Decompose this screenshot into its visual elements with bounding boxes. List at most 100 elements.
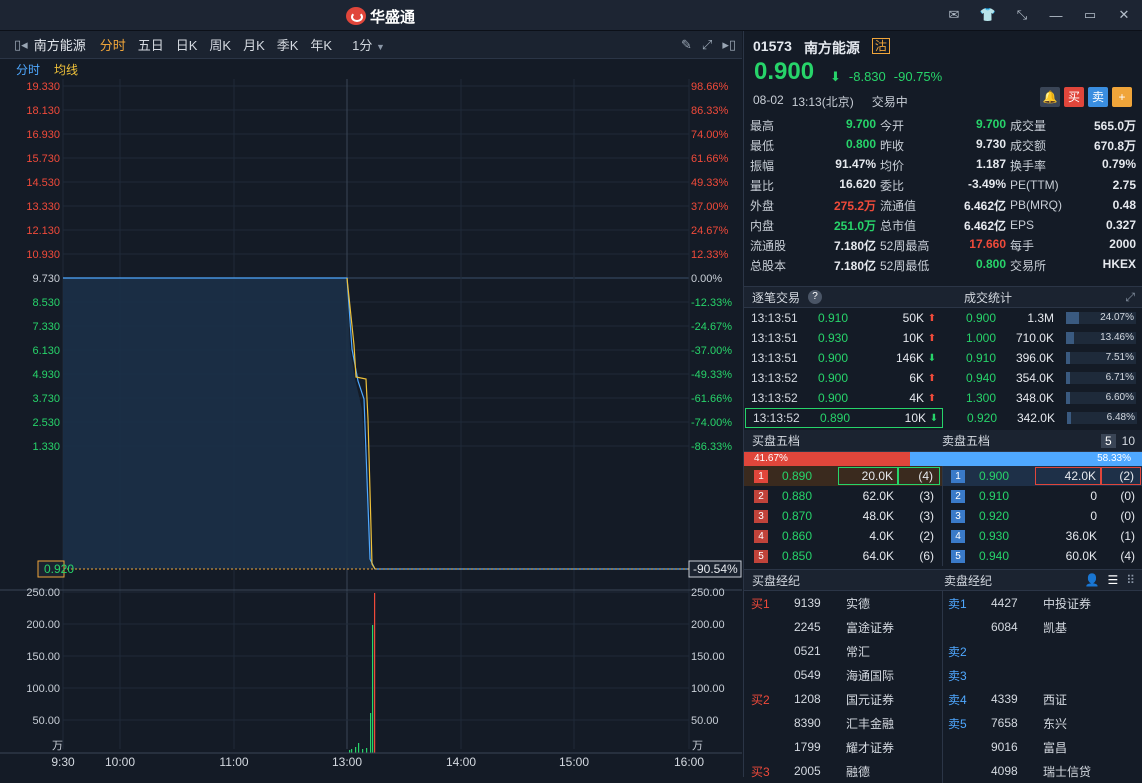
shirt-icon[interactable]: 👕 [979,7,997,22]
price-change: ⬇ -8.830 -90.75% [830,69,942,85]
arrow-up-icon: ⬆ [927,392,937,404]
broker-row[interactable]: 卖3 [943,663,1142,687]
arrow-up-icon: ⬆ [927,332,937,344]
stat-cell: 换手率 0.79% [1008,157,1138,174]
volume-bar [374,593,376,753]
broker-row[interactable]: 0549 海通国际 [744,663,942,687]
bid-level-row[interactable]: 2 0.880 62.0K (3) [744,486,942,506]
stat-cell: 量比 16.620 [748,177,878,194]
stat-value: 17.660 [969,236,1006,251]
intraday-chart[interactable]: 19.330 98.66% 18.130 86.33% 16.930 74.00% 15.7… [0,79,742,777]
panel-toggle-icon[interactable]: ▯◂ [14,36,28,52]
tab-five-day[interactable]: 五日 [137,38,164,53]
expand-icon[interactable]: ⤢ [701,37,713,52]
tab-intraday[interactable]: 分时 [99,38,126,53]
broker-id: 4098 [991,764,1018,778]
broker-header: 买盘经纪 卖盘经纪 👤 ☰ ⠿ [744,569,1142,591]
vol-unit-label: 万 [52,740,63,752]
vol-stats-title: 成交统计 [964,290,1013,305]
y-pct-label: 37.00% [691,201,729,213]
stat-ratio-fill [1067,412,1072,424]
broker-id: 1208 [794,692,821,706]
buy-button[interactable]: 买 [1064,87,1084,107]
add-watchlist-button[interactable]: + [1112,87,1132,107]
broker-row[interactable]: 卖4 4339 西证 [943,687,1142,711]
stat-label: 均价 [880,158,905,173]
vol-tick-label-right: 100.00 [691,683,725,695]
broker-id: 7658 [991,716,1018,730]
broker-row[interactable]: 9016 富昌 [943,735,1142,759]
close-icon[interactable]: ✕ [1118,7,1130,22]
tab-yearly[interactable]: 年K [310,38,333,53]
five-levels-button[interactable]: 5 [1100,433,1116,448]
mail-icon[interactable]: ✉ [948,7,960,22]
bid-level-row[interactable]: 1 0.890 20.0K (4) [744,466,942,486]
broker-row[interactable]: 买2 1208 国元证券 [744,687,942,711]
ask-level-row[interactable]: 5 0.940 60.0K (4) [943,546,1142,566]
sell-button[interactable]: 卖 [1088,87,1108,107]
stat-value: 0.327 [1105,218,1136,232]
broker-name: 凯基 [1043,620,1068,635]
current-price-label: 0.920 [44,562,74,576]
stat-ratio-text: 6.48% [1106,412,1135,423]
bid-volume: 48.0K [862,509,894,523]
y-tick-label: 15.730 [26,153,60,165]
stat-ratio-fill [1066,332,1074,344]
chart-toolbar: ▯◂ 南方能源 分时 五日 日K 周K 月K 季K 年K 1分 ▼ ✎ ⤢ ▸▯ [0,31,742,59]
pen-icon[interactable]: ✎ [681,37,692,52]
broker-row[interactable]: 6084 凯基 [943,615,1142,639]
level-number: 4 [754,529,768,543]
stat-label: 成交额 [1010,138,1047,153]
broker-row[interactable]: 8390 汇丰金融 [744,711,942,735]
ask-price: 0.900 [979,469,1010,483]
y-tick-label: 4.930 [32,369,60,381]
stat-label: 今开 [880,118,905,133]
list-view-icon[interactable]: ☰ [1107,573,1119,587]
tab-quarterly[interactable]: 季K [276,38,299,53]
stat-label: 最高 [750,118,775,133]
y-pct-label: 0.00% [691,273,722,285]
broker-row[interactable]: 0521 常汇 [744,639,942,663]
tab-weekly[interactable]: 周K [209,38,232,53]
bid-levels: 1 0.890 20.0K (4) 2 0.880 62.0K (3) 3 0.870 48.0K (… [744,466,943,566]
ask-level-row[interactable]: 2 0.910 0 (0) [943,486,1142,506]
tab-monthly[interactable]: 月K [243,38,265,53]
tab-daily[interactable]: 日K [175,38,198,53]
broker-row[interactable]: 卖1 4427 中投证券 [943,591,1142,615]
person-icon[interactable]: 👤 [1084,573,1100,587]
ask-level-row[interactable]: 1 0.900 42.0K (2) [943,466,1142,486]
ask-ratio: 58.33% [910,452,1142,466]
bid-level-row[interactable]: 5 0.850 64.0K (6) [744,546,942,566]
collapse-right-icon[interactable]: ▸▯ [722,37,736,52]
grid-view-icon[interactable]: ⠿ [1126,573,1135,587]
ask-level-row[interactable]: 3 0.920 0 (0) [943,506,1142,526]
broker-row[interactable]: 2245 富途证券 [744,615,942,639]
broker-row[interactable]: 买3 2005 融德 [744,759,942,783]
stat-value: 6.462亿 [963,198,1006,213]
help-icon[interactable]: ? [808,290,822,304]
y-pct-label: 61.66% [691,153,729,165]
stat-cell: 52周最低 0.800 [878,257,1008,274]
broker-row[interactable]: 卖2 [943,639,1142,663]
broker-row[interactable]: 卖5 7658 东兴 [943,711,1142,735]
bid-level-row[interactable]: 4 0.860 4.0K (2) [744,526,942,546]
ask-level-row[interactable]: 4 0.930 36.0K (1) [943,526,1142,546]
bid-level-row[interactable]: 3 0.870 48.0K (3) [744,506,942,526]
broker-row[interactable]: 买1 9139 实德 [744,591,942,615]
interval-select[interactable]: 1分 ▼ [352,35,385,54]
stat-value: 9.700 [845,116,876,131]
fullscreen-icon[interactable]: ⤢ [1125,289,1135,304]
shrink-icon[interactable]: ⤡ [1016,7,1028,22]
minimize-icon[interactable]: — [1049,7,1063,23]
broker-level: 买1 [751,596,770,611]
stat-cell: EPS 0.327 [1008,218,1138,232]
tick-time: 13:13:52 [753,411,800,425]
broker-row[interactable]: 1799 耀才证券 [744,735,942,759]
broker-row[interactable]: 4098 瑞士信贷 [943,759,1142,783]
ten-levels-button[interactable]: 10 [1121,433,1135,448]
stat-cell: 外盘 275.2万 [748,197,878,214]
maximize-icon[interactable]: ▭ [1083,7,1097,22]
stats-row: 最高 9.700 今开 9.700 成交量 565.0万 [748,115,1140,135]
y-tick-label: 8.530 [32,297,60,309]
bell-icon[interactable]: 🔔 [1040,87,1060,107]
